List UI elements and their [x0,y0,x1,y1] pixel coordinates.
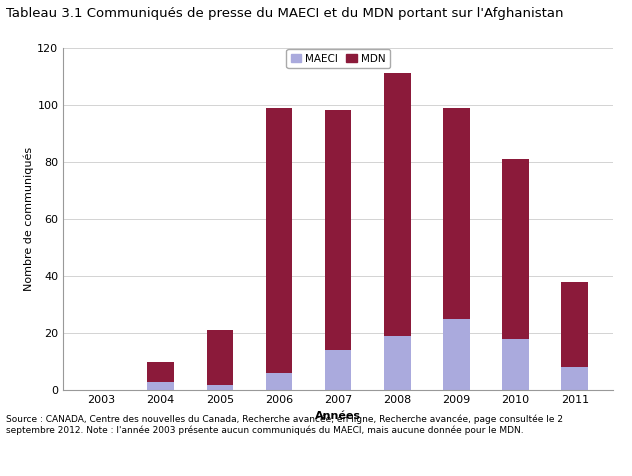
Bar [325,350,351,390]
Bar [147,362,174,382]
Y-axis label: Nombre de communiqués: Nombre de communiqués [24,147,34,291]
Bar [147,382,174,390]
Bar [561,282,588,367]
Bar [384,336,411,390]
Bar [207,330,233,385]
Bar [502,339,529,390]
Legend: MAECI, MDN: MAECI, MDN [286,50,390,68]
Bar [384,73,411,336]
Bar [265,108,292,373]
Bar [443,108,470,319]
Bar [561,367,588,390]
Bar [443,319,470,390]
Text: Source : CANADA, Centre des nouvelles du Canada, Recherche avancée, en ligne, Re: Source : CANADA, Centre des nouvelles du… [6,414,563,435]
Bar [325,110,351,350]
X-axis label: Années: Années [315,411,361,421]
Bar [502,159,529,339]
Bar [265,373,292,390]
Bar [207,385,233,390]
Text: Tableau 3.1 Communiqués de presse du MAECI et du MDN portant sur l'Afghanistan: Tableau 3.1 Communiqués de presse du MAE… [6,7,564,20]
